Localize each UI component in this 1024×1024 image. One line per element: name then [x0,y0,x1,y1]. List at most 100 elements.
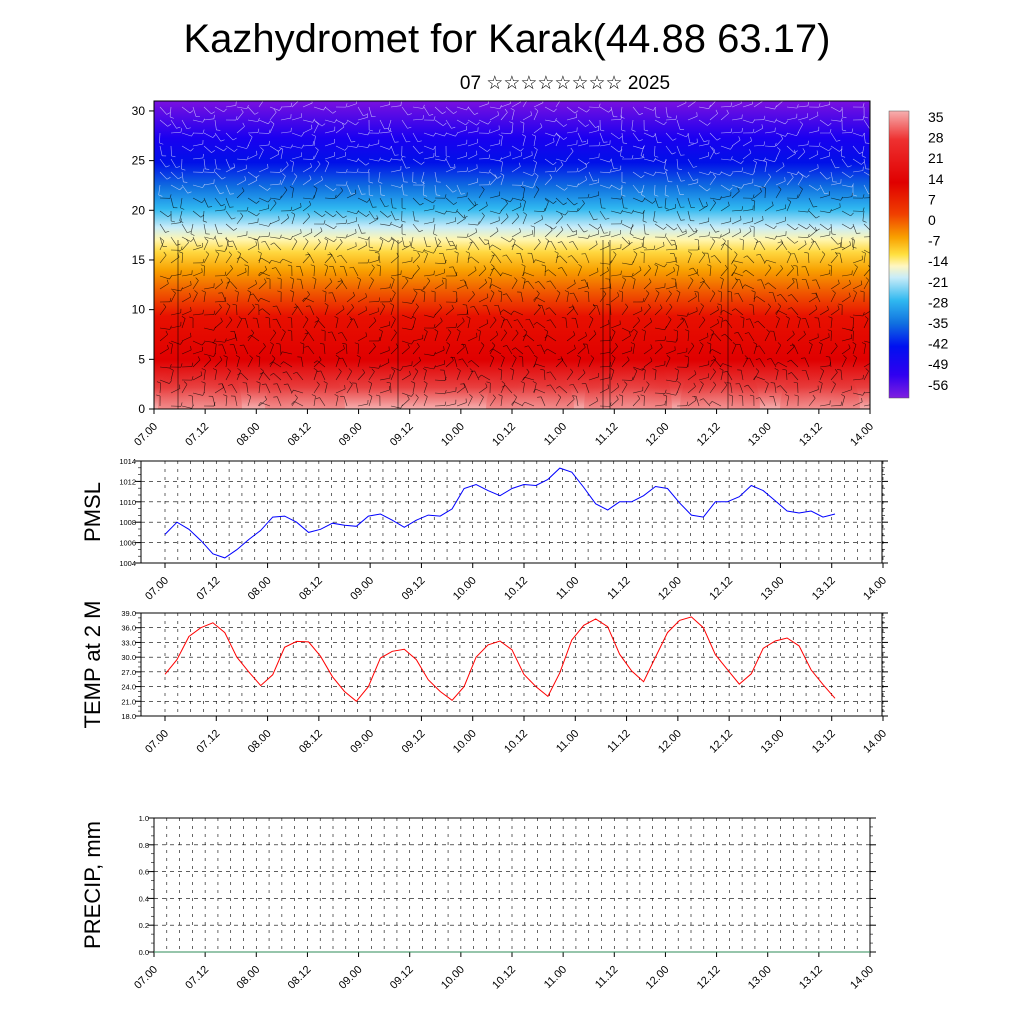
wind-barb-flag [633,251,638,255]
wind-barb [794,253,799,264]
wind-barb-flag [392,316,396,320]
wind-barb [841,347,851,355]
wind-barb [665,396,668,407]
wind-barb [434,307,442,316]
wind-barb [456,313,467,316]
wind-barb [467,168,478,173]
wind-barb-flag [391,368,395,371]
wind-barb-flag [256,355,260,358]
wind-barb-flag [343,215,347,219]
wind-barb-flag [453,202,458,205]
wind-barb-flag [309,201,312,205]
wind-barb-flag [792,278,795,283]
wind-barb [498,305,502,316]
wind-barb-flag [829,208,832,213]
wind-barb-flag [418,356,421,361]
wind-barb [737,293,744,303]
wind-barb-flag [188,394,193,397]
wind-barb [791,372,799,381]
wind-barb [467,253,470,264]
wind-barb [555,229,564,238]
wind-barb-flag [407,126,412,129]
wind-barb [522,371,530,381]
wind-barb-flag [664,233,667,238]
wind-barb [489,319,497,329]
wind-barb-flag [342,123,345,128]
wind-barb [797,334,806,342]
x-tick-label: 13.00 [759,575,787,603]
wind-barb [269,145,279,152]
wind-barb [357,132,368,136]
wind-barb-flag [213,310,216,315]
wind-barb [640,145,645,156]
wind-barb [804,357,810,368]
wind-barb [467,142,478,147]
wind-barb [599,158,610,163]
wind-barb-flag [324,238,329,241]
wind-barb [181,132,192,137]
wind-barb-flag [653,220,658,223]
wind-barb-flag [862,115,865,120]
wind-barb [797,244,807,251]
wind-barb-flag [537,396,542,398]
wind-barb [852,344,857,355]
wind-barb-flag [340,278,343,282]
wind-barb [452,240,458,251]
wind-barb [862,210,865,221]
wind-barb-flag [593,180,598,182]
wind-barb-flag [316,316,320,320]
wind-barb-flag [546,371,551,374]
wind-barb [830,283,840,290]
wind-barb [335,155,346,160]
wind-barb-flag [522,377,525,381]
wind-barb-flag [696,112,698,117]
wind-barb-flag [708,104,711,109]
wind-barb [368,249,379,252]
wind-barb-flag [631,272,634,277]
wind-barb [214,106,224,113]
wind-barb [632,253,638,264]
wind-barb [500,216,509,225]
wind-barb-flag [853,355,857,358]
wind-barb [777,310,788,316]
wind-barb-flag [365,293,367,298]
wind-barb [357,335,367,342]
wind-barb [445,167,456,173]
wind-barb-flag [366,213,370,217]
wind-barb [863,370,869,381]
wind-barb-flag [743,255,748,258]
wind-barb [599,171,610,174]
wind-barb [830,171,834,182]
wind-barb-flag [532,184,535,189]
wind-barb-flag [861,155,866,158]
wind-barb-flag [859,151,864,154]
wind-barb [819,370,825,381]
wind-barb [797,105,808,108]
wind-barb [181,106,191,114]
wind-barb [346,103,357,108]
wind-barb [324,106,333,114]
wind-barb [445,197,454,205]
wind-barb [755,376,766,381]
wind-barb [664,158,667,169]
wind-barb-flag [815,305,818,310]
wind-barb [544,223,554,230]
wind-barb-flag [389,283,391,288]
wind-barb [538,281,546,290]
wind-barb [571,255,579,264]
wind-barb [379,145,390,150]
wind-barb-flag [254,303,259,306]
wind-barb-flag [160,238,165,242]
wind-barb [159,158,167,168]
wind-barb-flag [349,318,354,320]
wind-barb-flag [782,97,784,101]
wind-barb [533,162,537,173]
wind-barb-flag [791,265,794,269]
wind-barb-flag [782,162,785,167]
x-tick-label: 09.12 [400,575,428,603]
wind-barb-flag [165,165,170,168]
wind-barb [698,344,704,355]
wind-barb-flag [311,394,316,397]
wind-barb [752,305,755,316]
wind-barb [786,236,795,244]
